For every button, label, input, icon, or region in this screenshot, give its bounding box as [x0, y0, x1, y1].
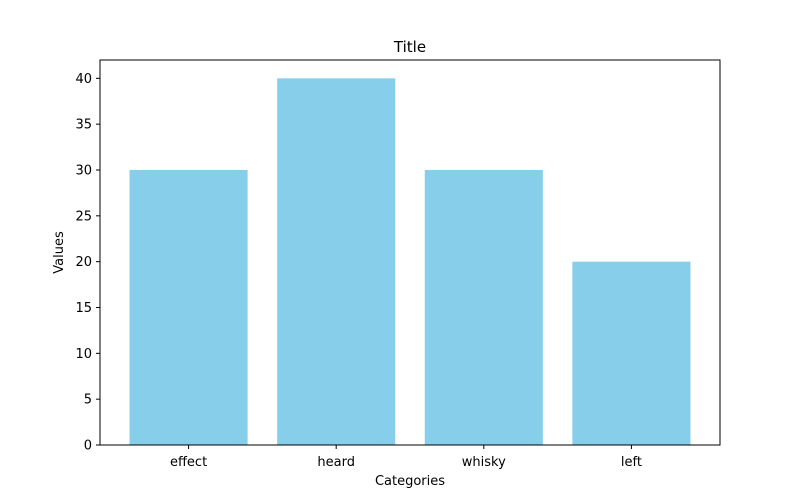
plot-frame — [99, 59, 721, 446]
y-axis-label: Values — [52, 231, 67, 274]
x-axis: effect heard whisky left — [170, 445, 642, 470]
bars-layer — [129, 78, 691, 445]
x-tick-label: heard — [317, 455, 355, 470]
y-tick-label: 40 — [75, 72, 92, 87]
chart-title: Title — [393, 38, 426, 56]
y-axis: 0 5 10 15 20 25 30 35 40 — [75, 72, 100, 454]
y-tick-label: 0 — [84, 439, 92, 454]
x-tick-label: effect — [170, 455, 207, 470]
bar-whisky — [424, 170, 543, 445]
bar-heard — [277, 78, 396, 445]
x-axis-label: Categories — [375, 474, 445, 489]
y-tick-label: 35 — [75, 118, 92, 133]
y-tick-label: 20 — [75, 255, 92, 270]
y-tick-label: 10 — [75, 347, 92, 362]
y-tick-label: 30 — [75, 164, 92, 179]
bar-effect — [129, 170, 248, 445]
y-tick-label: 25 — [75, 209, 92, 224]
x-tick-label: left — [621, 455, 642, 470]
x-tick-label: whisky — [462, 455, 506, 470]
bar-left — [572, 261, 691, 445]
y-tick-label: 15 — [75, 301, 92, 316]
y-tick-label: 5 — [84, 393, 92, 408]
